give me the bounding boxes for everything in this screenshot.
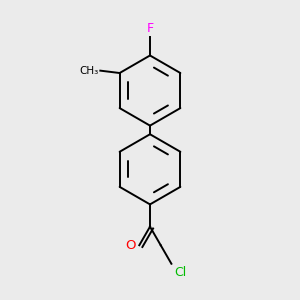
Text: CH₃: CH₃ (80, 66, 99, 76)
Text: Cl: Cl (174, 266, 186, 279)
Text: O: O (125, 239, 136, 252)
Text: F: F (146, 22, 154, 35)
